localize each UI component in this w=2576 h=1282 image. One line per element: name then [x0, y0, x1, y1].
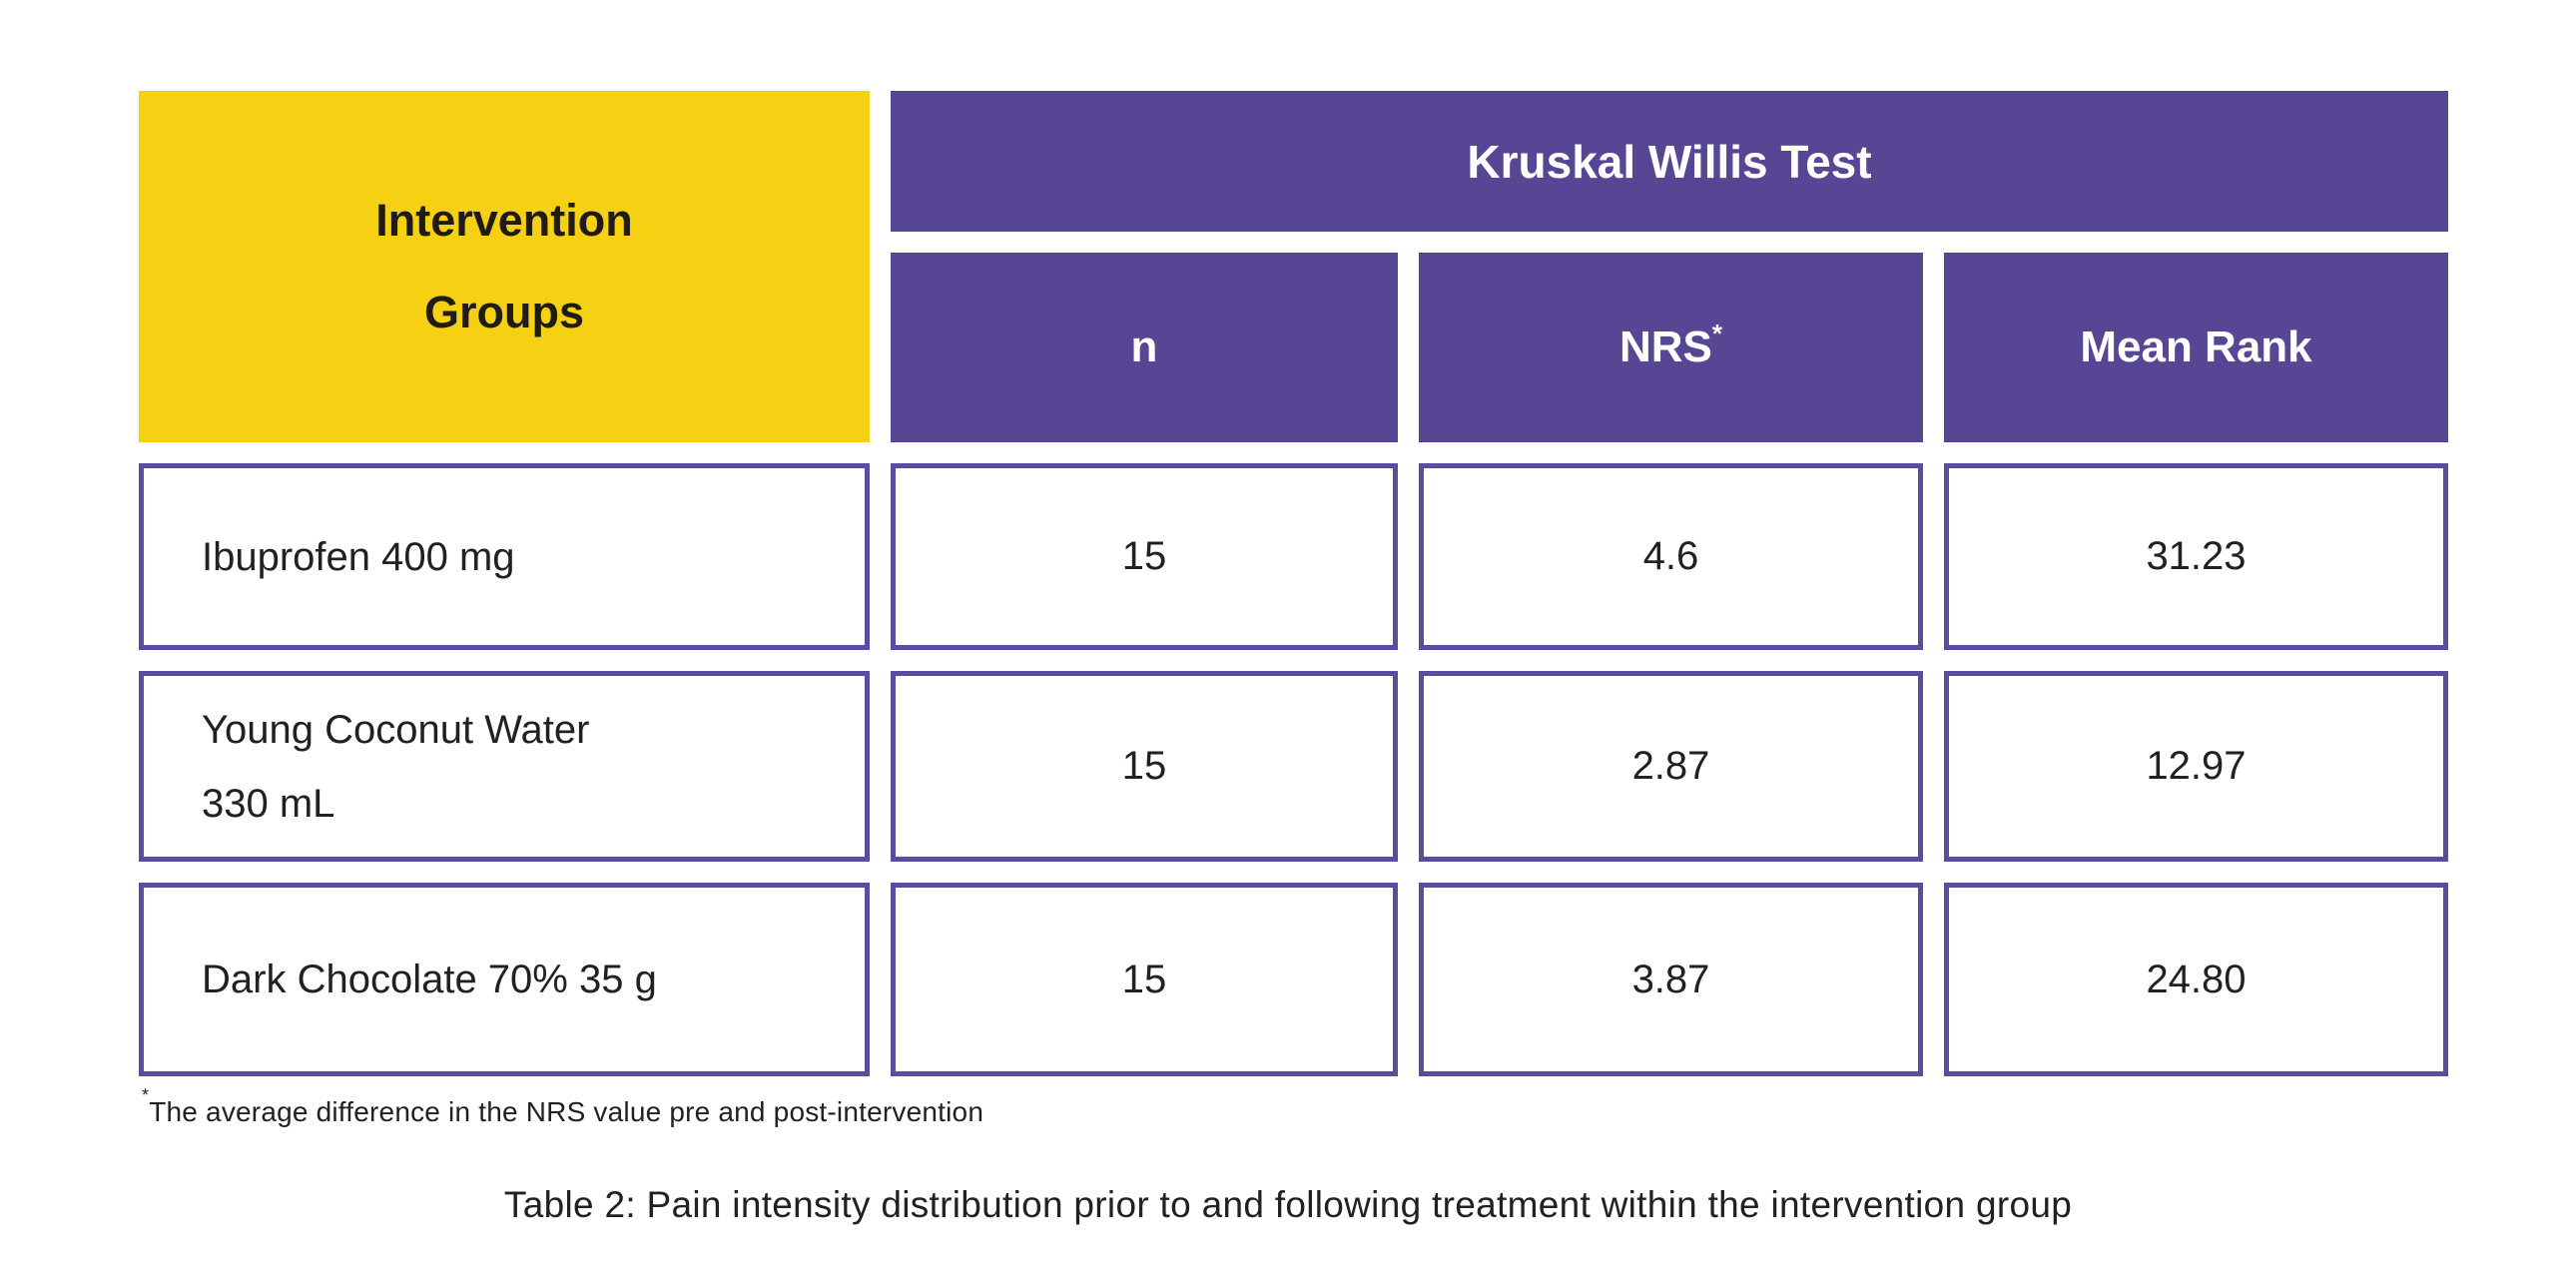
row-2-nrs-value: 2.87	[1631, 744, 1710, 788]
row-3-mean-rank-cell: 24.80	[1944, 883, 2448, 1076]
row-1-n-cell: 15	[891, 463, 1398, 650]
row-1-nrs-value: 4.6	[1642, 534, 1699, 578]
row-3-mean-rank-value: 24.80	[2146, 957, 2247, 1001]
data-table: Intervention Groups Kruskal Willis Test …	[139, 91, 2448, 1076]
row-1-nrs-cell: 4.6	[1419, 463, 1923, 650]
table-caption: Table 2: Pain intensity distribution pri…	[503, 1184, 2073, 1225]
row-1-n-value: 15	[1121, 534, 1167, 578]
footnote-marker: *	[142, 1084, 150, 1105]
corner-header-label: Intervention Groups	[375, 194, 633, 337]
footnote-text: The average difference in the NRS value …	[149, 1096, 984, 1127]
row-2-mean-rank-value: 12.97	[2146, 744, 2247, 788]
table-footnote: *The average difference in the NRS value…	[142, 1086, 984, 1128]
row-2-n-cell: 15	[891, 671, 1398, 862]
column-header-n: n	[891, 253, 1398, 442]
row-3-n-cell: 15	[891, 883, 1398, 1076]
row-2-group-label: Young Coconut Water 330 mL	[202, 707, 590, 826]
row-1-mean-rank-cell: 31.23	[1944, 463, 2448, 650]
row-1-group-label: Ibuprofen 400 mg	[202, 534, 515, 579]
row-3-nrs-value: 3.87	[1631, 957, 1710, 1001]
row-3-nrs-cell: 3.87	[1419, 883, 1923, 1076]
column-header-nrs: NRS *	[1419, 253, 1923, 442]
group-header-label: Kruskal Willis Test	[1467, 135, 1872, 188]
row-2-mean-rank-cell: 12.97	[1944, 671, 2448, 862]
column-header-n-label: n	[1130, 322, 1158, 371]
column-header-nrs-label: NRS	[1618, 322, 1712, 371]
row-2-group-cell: Young Coconut Water 330 mL	[139, 671, 870, 862]
row-3-group-cell: Dark Chocolate 70% 35 g	[139, 883, 870, 1076]
row-3-n-value: 15	[1121, 957, 1167, 1001]
row-2-n-value: 15	[1121, 744, 1167, 788]
column-header-mean-rank: Mean Rank	[1944, 253, 2448, 442]
row-1-group-cell: Ibuprofen 400 mg	[139, 463, 870, 650]
column-header-mean-rank-label: Mean Rank	[2080, 322, 2312, 371]
row-2-nrs-cell: 2.87	[1419, 671, 1923, 862]
row-3-group-label: Dark Chocolate 70% 35 g	[202, 958, 657, 1001]
corner-header-cell: Intervention Groups	[139, 91, 870, 442]
row-1-mean-rank-value: 31.23	[2146, 534, 2247, 578]
group-header-cell: Kruskal Willis Test	[891, 91, 2448, 232]
